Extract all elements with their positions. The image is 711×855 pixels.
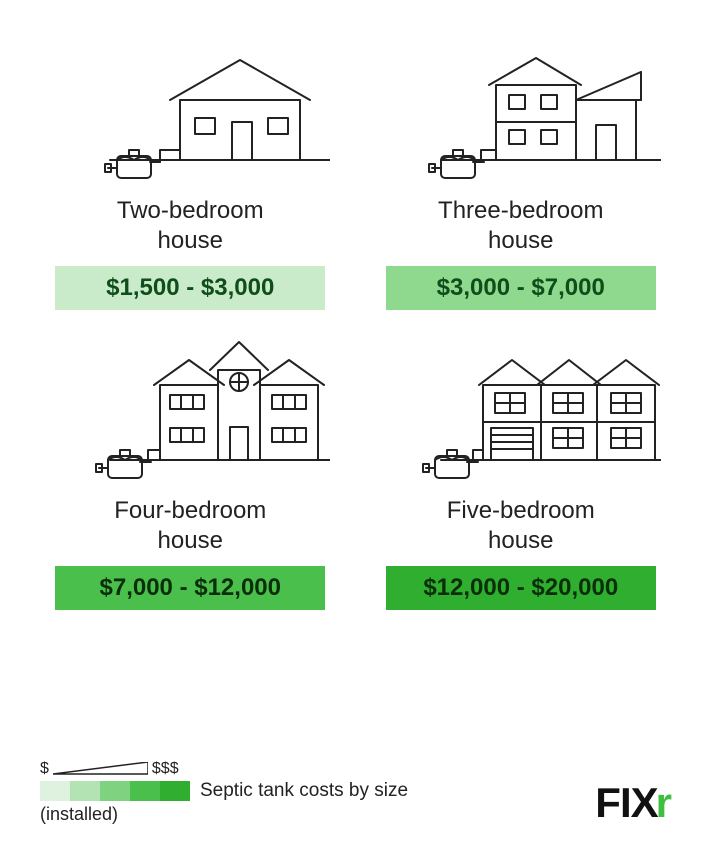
card-two-bedroom: Two-bedroom house $1,500 - $3,000 [40,30,341,310]
legend-high: $$$ [152,760,179,778]
logo-accent: r [656,779,671,827]
label-line1: Four-bedroom [114,497,266,524]
price-range: $7,000 - $12,000 [55,566,325,610]
legend: $ $$$ Septic tank costs by size (install… [40,760,520,825]
label-line2: house [488,527,553,554]
label-line2: house [158,227,223,254]
swatch [40,781,70,801]
label-line1: Three-bedroom [438,197,603,224]
card-five-bedroom: Five-bedroom house $12,000 - $20,000 [371,330,672,610]
label-line2: house [488,227,553,254]
label-line1: Two-bedroom [117,197,264,224]
swatch [70,781,100,801]
card-three-bedroom: Three-bedroom house $3,000 - $7,000 [371,30,672,310]
legend-low: $ [40,760,49,778]
label-line2: house [158,527,223,554]
house-icon-two-bedroom [50,30,330,190]
swatch [100,781,130,801]
price-range: $12,000 - $20,000 [386,566,656,610]
label-line1: Five-bedroom [447,497,595,524]
card-label: Three-bedroom house [438,196,603,256]
card-four-bedroom: Four-bedroom house $7,000 - $12,000 [40,330,341,610]
wedge-icon [53,762,148,776]
house-icon-four-bedroom [50,330,330,490]
infographic-grid: Two-bedroom house $1,500 - $3,000 [0,0,711,610]
card-label: Four-bedroom house [114,496,266,556]
swatch [160,781,190,801]
legend-title: Septic tank costs by size [200,780,408,802]
legend-scale: $ $$$ [40,760,520,778]
price-range: $3,000 - $7,000 [386,266,656,310]
card-label: Two-bedroom house [117,196,264,256]
legend-swatches: Septic tank costs by size [40,780,520,802]
house-icon-five-bedroom [381,330,661,490]
house-icon-three-bedroom [381,30,661,190]
card-label: Five-bedroom house [447,496,595,556]
legend-sub: (installed) [40,804,520,825]
swatch [130,781,160,801]
price-range: $1,500 - $3,000 [55,266,325,310]
logo-text: FIX [595,779,657,827]
fixr-logo: FIXr [595,779,671,827]
